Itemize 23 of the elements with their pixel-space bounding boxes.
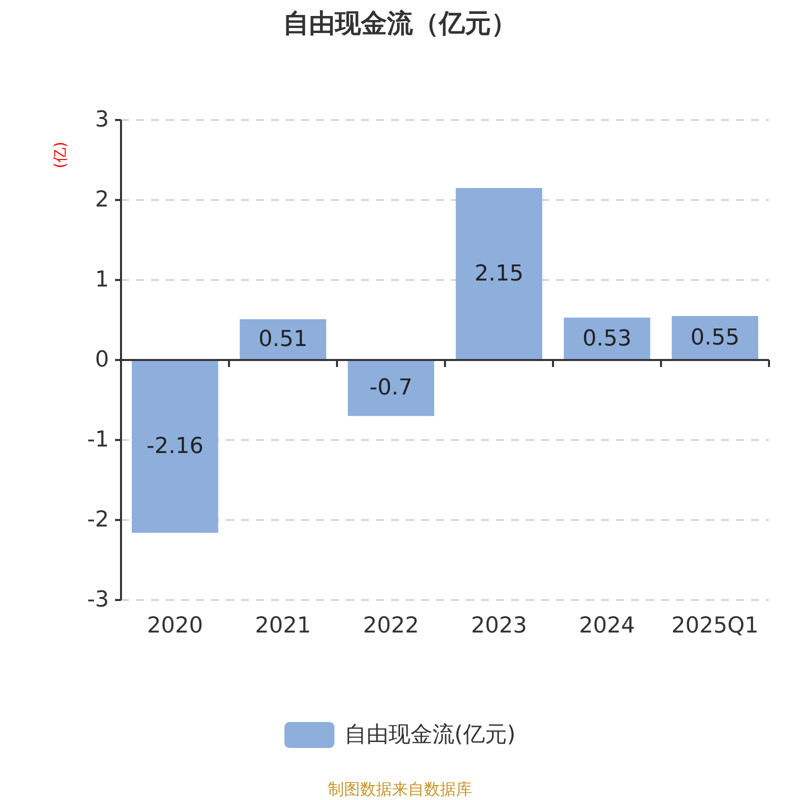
ytick-label: -3	[87, 588, 109, 612]
xtick-label: 2023	[471, 614, 527, 638]
title: 自由现金流（亿元）	[283, 9, 517, 39]
annotation: 制图数据来自数据库	[328, 780, 472, 798]
data-label: 2.15	[474, 262, 524, 286]
xtick-label: 2020	[147, 614, 203, 638]
xtick-label: 2025Q1	[671, 614, 759, 638]
ytick-label: -1	[87, 428, 109, 452]
xtick-label: 2021	[255, 614, 311, 638]
data-label: 0.55	[690, 326, 740, 350]
ytick-label: 0	[95, 348, 109, 372]
data-label: 0.53	[582, 326, 632, 352]
data-label: -0.7	[370, 376, 412, 400]
ytick-label: 1	[95, 268, 109, 292]
ytick-label: 2	[95, 188, 109, 212]
xtick-label: 2022	[363, 614, 419, 638]
data-label: 0.51	[258, 327, 308, 352]
ytick-label: 3	[95, 108, 109, 132]
xtick-label: 2024	[579, 614, 635, 638]
legend-label: 自由现金流(亿元)	[344, 722, 516, 748]
data-label: -2.16	[146, 434, 204, 459]
ytick-label: -2	[87, 508, 109, 532]
ylabel: (亿)	[51, 142, 69, 168]
